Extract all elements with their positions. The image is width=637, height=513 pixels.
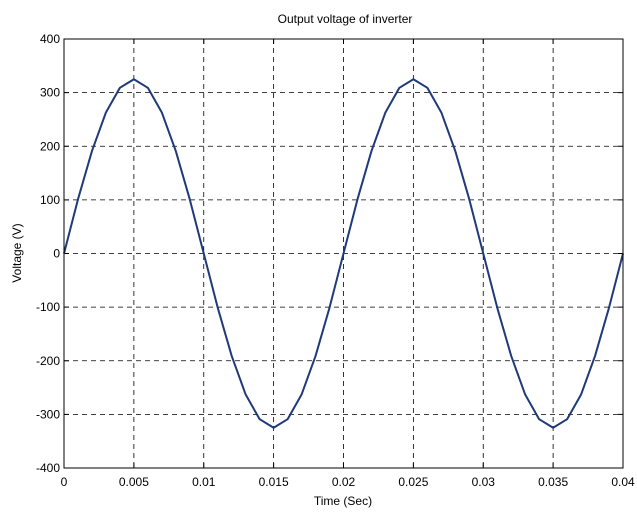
series-line	[63, 78, 624, 429]
series-group	[63, 78, 624, 429]
plot-frame	[63, 38, 624, 469]
y-tick-labels: 400 300 200 100 0 -100 -200 -300 -400	[36, 32, 60, 475]
y-tick-label: -200	[36, 354, 60, 368]
y-tick-label: 200	[40, 139, 60, 153]
y-tick-label: 400	[40, 32, 60, 46]
x-tick-label: 0.02	[332, 475, 356, 489]
x-tick-label: 0.03	[472, 475, 496, 489]
x-tick-label: 0.035	[538, 475, 568, 489]
y-tick-label: -400	[36, 461, 60, 475]
x-tick-label: 0	[61, 475, 68, 489]
y-axis-title: Voltage (V)	[10, 223, 24, 282]
x-tick-label: 0.005	[119, 475, 149, 489]
y-tick-label: 0	[53, 247, 60, 261]
x-tick-label: 0.015	[259, 475, 289, 489]
chart-title: Output voltage of inverter	[278, 12, 413, 26]
x-tick-label: 0.01	[192, 475, 216, 489]
x-tick-label: 0.025	[398, 475, 428, 489]
y-tick-label: 300	[40, 86, 60, 100]
x-axis-title: Time (Sec)	[314, 494, 372, 508]
x-tick-labels: 0 0.005 0.01 0.015 0.02 0.025 0.03 0.035 0.04	[61, 475, 635, 489]
y-tick-label: -300	[36, 407, 60, 421]
x-tick-label: 0.04	[611, 475, 635, 489]
y-tick-label: -100	[36, 300, 60, 314]
y-tick-label: 100	[40, 193, 60, 207]
